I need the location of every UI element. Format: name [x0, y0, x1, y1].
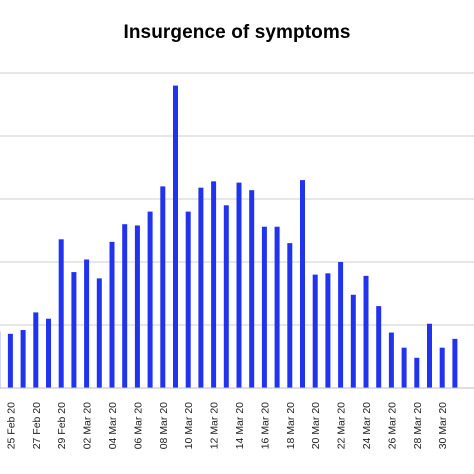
- x-tick-label: 27 Feb 20: [31, 402, 43, 449]
- bar-09-mar-20: [173, 85, 178, 388]
- bar-27-mar-20: [401, 347, 407, 388]
- bar-05-mar-20: [122, 224, 128, 388]
- x-tick-label: 30 Mar 20: [437, 402, 449, 449]
- x-tick-label: 02 Mar 20: [82, 402, 94, 449]
- bar-17-mar-20: [274, 226, 280, 388]
- x-tick-label: 14 Mar 20: [234, 402, 246, 449]
- bar-29-mar-20: [427, 323, 432, 388]
- x-tick-label: 04 Mar 20: [107, 402, 119, 449]
- x-tick-label: 08 Mar 20: [158, 402, 170, 449]
- bar-28-mar-20: [414, 357, 420, 388]
- x-tick-label: 10 Mar 20: [183, 402, 195, 449]
- bar-23-mar-20: [350, 294, 356, 388]
- x-tick-label: 25 Feb 20: [5, 402, 17, 449]
- bar-24-mar-20: [363, 275, 369, 388]
- bar-04-mar-20: [109, 241, 115, 388]
- bar-14-mar-20: [236, 182, 242, 388]
- x-tick-label: 26 Mar 20: [386, 402, 398, 449]
- bar-25-mar-20: [376, 306, 382, 388]
- bar-07-mar-20: [147, 211, 153, 388]
- chart-title: Insurgence of symptoms: [123, 22, 351, 43]
- bar-13-mar-20: [223, 205, 229, 388]
- bar-12-mar-20: [211, 181, 217, 388]
- x-tick-label: 20 Mar 20: [310, 402, 322, 449]
- x-tick-label: 16 Mar 20: [259, 402, 271, 449]
- bar-16-mar-20: [261, 226, 267, 388]
- x-tick-label: 28 Mar 20: [412, 402, 424, 449]
- bar-25-feb-20: [7, 333, 13, 388]
- bar-28-feb-20: [46, 318, 51, 388]
- x-tick-label: 12 Mar 20: [209, 402, 221, 449]
- bar-01-mar-20: [71, 272, 77, 388]
- bar-30-mar-20: [439, 347, 445, 388]
- bar-21-mar-20: [325, 273, 331, 388]
- bar-03-mar-20: [96, 278, 102, 388]
- bar-15-mar-20: [249, 190, 255, 388]
- bar-08-mar-20: [160, 186, 166, 388]
- bar-20-mar-20: [312, 274, 318, 388]
- bar-10-mar-20: [185, 211, 191, 388]
- bar-31-mar-20: [452, 338, 458, 388]
- bars: [0, 85, 458, 388]
- bar-29-feb-20: [58, 239, 64, 388]
- x-tick-label: 24 Mar 20: [361, 402, 373, 449]
- bar-19-mar-20: [300, 180, 305, 388]
- x-tick-label: 29 Feb 20: [56, 402, 68, 449]
- bar-11-mar-20: [198, 187, 204, 388]
- bar-22-mar-20: [338, 262, 344, 388]
- x-tick-label: 18 Mar 20: [285, 402, 297, 449]
- x-tick-label: 22 Mar 20: [336, 402, 348, 449]
- bar-02-mar-20: [84, 259, 90, 388]
- bar-26-mar-20: [388, 332, 394, 388]
- bar-18-mar-20: [287, 243, 293, 388]
- x-tick-label: 06 Mar 20: [132, 402, 144, 449]
- bar-26-feb-20: [20, 330, 26, 388]
- bar-27-feb-20: [33, 312, 39, 388]
- bar-06-mar-20: [134, 225, 140, 388]
